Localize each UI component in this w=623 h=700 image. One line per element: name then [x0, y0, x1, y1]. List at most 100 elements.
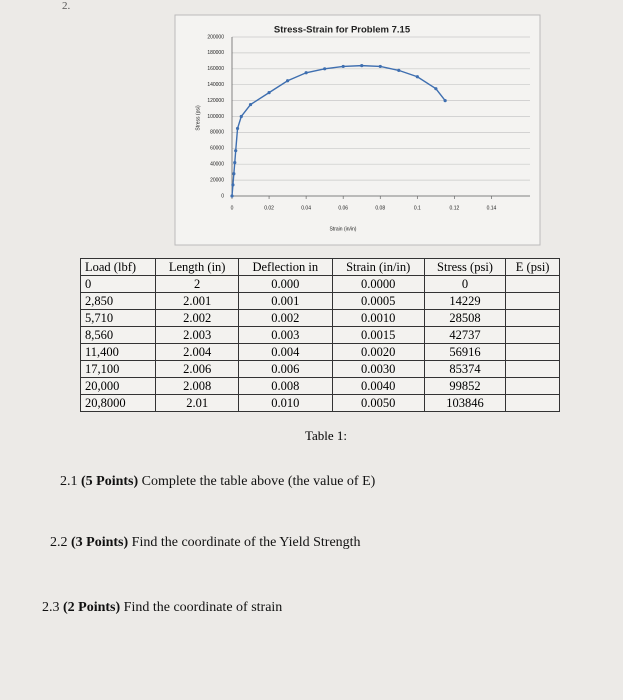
- table-cell: 5,710: [79, 309, 157, 327]
- table-cell: 0.0005: [331, 292, 425, 310]
- empty-cell: [505, 394, 560, 412]
- x-axis-label: Strain (in/in): [330, 226, 357, 232]
- table-cell: 2,850: [79, 292, 157, 310]
- table-row: 20,8000 2.01 0.010 0.0050 103846: [79, 394, 560, 412]
- chart-frame: [174, 14, 541, 246]
- table-cell: 0.004: [237, 343, 333, 361]
- data-point: [360, 64, 364, 68]
- header-row: Load (lbf) Length (in) Deflection in Strain…: [79, 258, 560, 276]
- y-tick-label: 40000: [210, 162, 224, 168]
- table-cell: 0.002: [237, 309, 333, 327]
- data-point: [323, 67, 327, 71]
- table-cell: 56916: [423, 343, 507, 361]
- table-cell: 0.0000: [331, 275, 425, 293]
- table-cell: 0.003: [237, 326, 333, 344]
- page-number: 2.: [62, 0, 71, 12]
- question-text: Find the coordinate of strain: [123, 600, 283, 615]
- table-cell: 2.004: [155, 343, 239, 361]
- data-point: [235, 126, 240, 131]
- table-cell: 14229: [423, 292, 507, 310]
- data-point: [234, 149, 238, 153]
- table-cell: 0.0010: [331, 309, 425, 327]
- y-tick-label: 0: [221, 193, 224, 199]
- table-cell: 0: [423, 275, 507, 293]
- empty-cell: [505, 309, 560, 327]
- table-row: 0 2 0.000 0.0000 0: [79, 275, 560, 293]
- data-point: [248, 102, 253, 107]
- question-points: (2 Points): [63, 600, 121, 615]
- table-cell: 2.008: [155, 377, 239, 395]
- data-point: [304, 71, 308, 75]
- y-tick-label: 100000: [207, 114, 224, 120]
- y-tick-label: 20000: [210, 177, 224, 183]
- table-cell: 20,8000: [79, 394, 157, 412]
- question-points: (3 Points): [71, 535, 129, 550]
- table-cell: 2.003: [155, 326, 239, 344]
- table-cell: 11,400: [79, 343, 157, 361]
- empty-cell: [505, 360, 560, 378]
- table-cell: 99852: [423, 377, 507, 395]
- table-cell: 103846: [423, 394, 507, 412]
- y-tick-label: 180000: [207, 50, 224, 56]
- y-tick-label: 80000: [210, 130, 224, 136]
- table-cell: 0.0030: [331, 360, 425, 378]
- table-cell: 2.002: [155, 309, 239, 327]
- table-cell: 2: [155, 275, 239, 293]
- question: 2.3 (2 Points) Find the coordinate of st…: [42, 600, 282, 616]
- table-cell: 0.001: [237, 292, 333, 310]
- chart-title: Stress-Strain for Problem 7.15: [274, 25, 411, 36]
- data-point: [230, 194, 234, 198]
- y-tick-label: 140000: [207, 82, 224, 88]
- question-number: 2.2: [50, 535, 68, 550]
- data-point: [232, 172, 236, 176]
- y-tick-label: 120000: [207, 98, 224, 104]
- empty-cell: [505, 275, 560, 293]
- header-cell: Strain (in/in): [331, 258, 425, 276]
- x-tick-label: 0.04: [301, 205, 311, 211]
- question-number: 2.3: [42, 600, 60, 615]
- x-tick-label: 0.02: [264, 205, 274, 211]
- header-cell: Deflection in: [237, 258, 333, 276]
- table-cell: 0.010: [237, 394, 333, 412]
- table-cell: 85374: [423, 360, 507, 378]
- table-cell: 0.000: [237, 275, 333, 293]
- table-row: 5,710 2.002 0.002 0.0010 28508: [79, 309, 560, 327]
- header-cell: E (psi): [505, 258, 560, 276]
- table-cell: 0.0050: [331, 394, 425, 412]
- table-row: 17,100 2.006 0.006 0.0030 85374: [79, 360, 560, 378]
- data-point: [231, 183, 235, 187]
- data-table: Load (lbf) Length (in) Deflection in Strain…: [79, 258, 560, 412]
- header-cell: Load (lbf): [79, 258, 157, 276]
- question-text: Complete the table above (the value of E…: [141, 474, 376, 489]
- empty-cell: [505, 326, 560, 344]
- question: 2.2 (3 Points) Find the coordinate of th…: [50, 535, 361, 551]
- data-point: [233, 161, 237, 165]
- table-cell: 2.006: [155, 360, 239, 378]
- data-point: [443, 99, 447, 103]
- question: 2.1 (5 Points) Complete the table above …: [60, 474, 375, 490]
- data-point: [378, 64, 382, 69]
- x-tick-label: 0: [231, 205, 234, 211]
- table-row: 2,850 2.001 0.001 0.0005 14229: [79, 292, 560, 310]
- data-point: [434, 87, 438, 91]
- y-axis-label: Stress (psi): [195, 105, 201, 131]
- data-point: [267, 91, 271, 95]
- table-cell: 2.01: [155, 394, 239, 412]
- empty-cell: [505, 343, 560, 361]
- table-cell: 0.0015: [331, 326, 425, 344]
- data-point: [397, 68, 401, 72]
- table-cell: 20,000: [79, 377, 157, 395]
- data-point: [415, 75, 419, 79]
- x-tick-label: 0.12: [450, 205, 460, 211]
- table-cell: 2.001: [155, 292, 239, 310]
- data-point: [341, 64, 345, 69]
- question-number: 2.1: [60, 474, 78, 489]
- chart: Stress-Strain for Problem 7.15 Strain (i…: [174, 14, 541, 246]
- table-cell: 0.006: [237, 360, 333, 378]
- table-cell: 17,100: [79, 360, 157, 378]
- header-cell: Stress (psi): [423, 258, 507, 276]
- table-cell: 0.0040: [331, 377, 425, 395]
- data-point: [286, 79, 290, 83]
- x-tick-label: 0.1: [414, 205, 421, 211]
